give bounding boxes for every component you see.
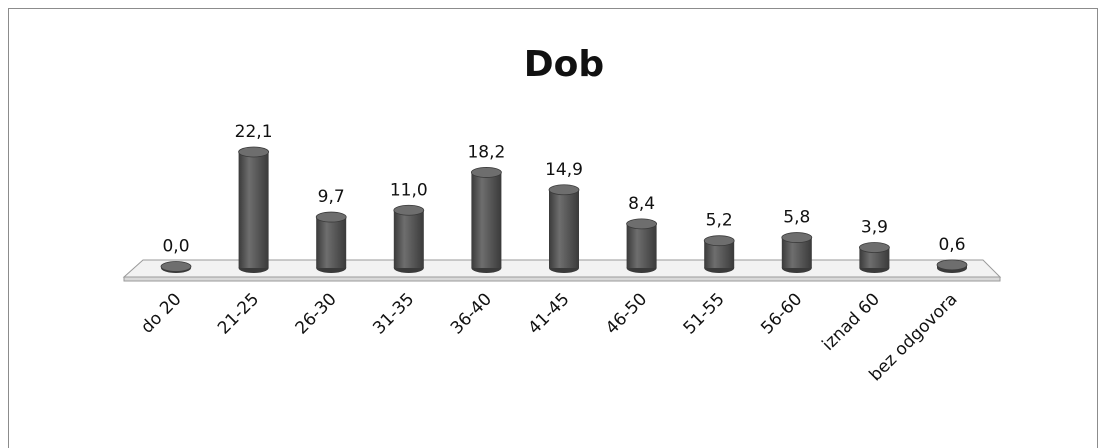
bar-2 (238, 146, 270, 273)
data-label: 18,2 (467, 142, 505, 162)
chart-frame (8, 8, 1098, 448)
bar-4 (393, 204, 425, 273)
bar-9 (781, 232, 813, 273)
bar-top (238, 146, 270, 158)
category-label: 26-30 (292, 289, 341, 338)
bar-top (626, 218, 657, 230)
bar-body (549, 189, 579, 268)
bar-body (316, 217, 347, 268)
bar-top (160, 261, 192, 272)
category-label: iznad 60 (818, 289, 884, 355)
bar-1 (160, 261, 192, 273)
category-label: do 20 (137, 289, 185, 337)
bar-top (703, 235, 735, 247)
bar-11 (936, 259, 968, 273)
data-label: 5,2 (706, 211, 733, 231)
bar-top (548, 184, 580, 196)
bar-10 (859, 242, 890, 273)
data-label: 11,0 (390, 180, 428, 200)
bar-top (315, 211, 347, 223)
data-label: 3,9 (861, 218, 888, 238)
bar-top (781, 232, 813, 243)
bar-5 (470, 167, 502, 273)
data-label: 22,1 (235, 122, 273, 142)
category-label: 31-35 (369, 289, 418, 338)
category-label: 46-50 (602, 289, 651, 338)
data-label: 8,4 (628, 194, 655, 214)
bar-8 (703, 235, 735, 273)
bar-6 (548, 184, 580, 273)
bar-top (470, 167, 502, 178)
category-label: 51-55 (680, 289, 729, 338)
bar-body (238, 151, 269, 268)
bar-body (471, 172, 502, 268)
data-label: 0,6 (938, 235, 965, 255)
category-label: 41-45 (524, 289, 573, 338)
chart-floor-edge (123, 276, 1001, 282)
data-label: 5,8 (783, 208, 810, 228)
bar-3 (315, 211, 347, 273)
chart-title: Dob (524, 44, 604, 85)
data-label: 0,0 (162, 237, 189, 257)
category-label: 21-25 (214, 289, 263, 338)
data-label: 9,7 (318, 187, 345, 207)
data-label: 14,9 (545, 160, 583, 180)
bar-body (626, 223, 657, 268)
bar-top (859, 242, 890, 253)
category-label: 56-60 (757, 289, 806, 338)
bar-top (936, 259, 968, 271)
category-label: 36-40 (447, 289, 496, 338)
bar-7 (626, 218, 657, 273)
bar-body (393, 210, 424, 268)
bar-top (393, 204, 425, 216)
bar-body (859, 247, 890, 268)
